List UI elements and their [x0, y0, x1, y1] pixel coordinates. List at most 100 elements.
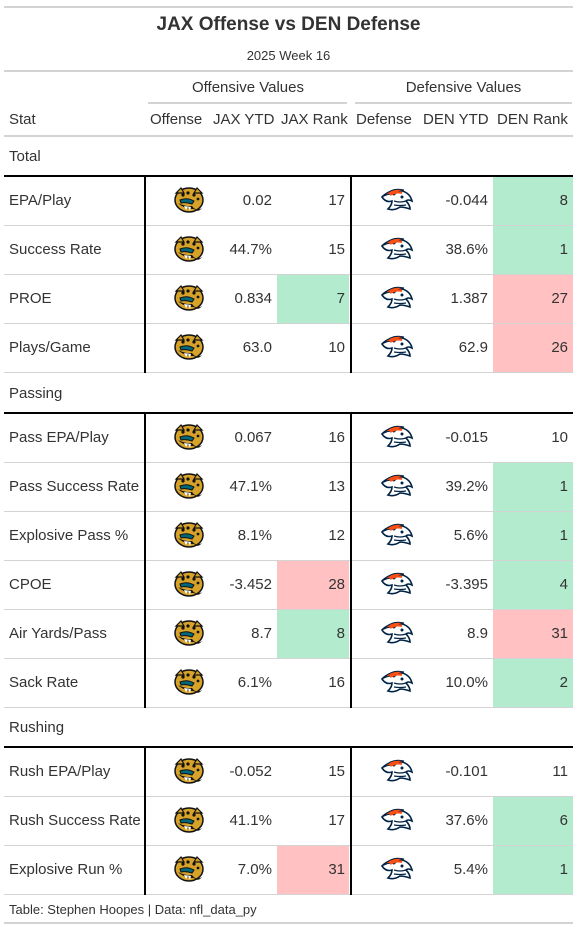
table-footer: Table: Stephen Hoopes | Data: nfl_data_p…: [9, 902, 257, 917]
offense-divider: [144, 746, 146, 895]
row-divider: [4, 274, 573, 275]
jax-ytd-value: 8.7: [251, 625, 272, 642]
den-ytd-value: 39.2%: [445, 478, 488, 495]
jax-ytd-value: 63.0: [242, 339, 272, 356]
jax-rank-highlight: [277, 846, 349, 894]
group-top-rule: [4, 175, 573, 177]
jaguars-logo-icon: [172, 756, 206, 788]
jaguars-logo-icon: [172, 805, 206, 837]
broncos-logo-icon: [380, 854, 414, 886]
offense-divider: [144, 412, 146, 708]
jax-rank-value: 12: [328, 527, 345, 544]
jax-rank-value: 10: [328, 339, 345, 356]
den-rank-highlight: [493, 561, 573, 609]
den-ytd-value: -0.015: [445, 429, 488, 446]
jax-rank-value: 7: [336, 290, 345, 307]
row-divider: [4, 707, 573, 708]
defense-divider: [350, 175, 352, 373]
stat-name: Pass Success Rate: [9, 478, 140, 495]
jax-rank-value: 17: [328, 812, 345, 829]
table-row: Air Yards/Pass 8.7 8 8.9 31: [4, 610, 573, 659]
table-row: Pass Success Rate 47.1% 13 39.2% 1: [4, 463, 573, 512]
stat-name: Explosive Pass %: [9, 527, 129, 544]
jaguars-logo-icon: [172, 667, 206, 699]
defensive-spanner-line: [355, 102, 572, 104]
den-ytd-value: -0.101: [445, 763, 488, 780]
table-row: Sack Rate 6.1% 16 10.0% 2: [4, 659, 573, 708]
jaguars-logo-icon: [172, 569, 206, 601]
group-label-passing: Passing: [9, 385, 63, 402]
jaguars-logo-icon: [172, 520, 206, 552]
offense-divider: [144, 175, 146, 373]
jax-rank-value: 15: [328, 763, 345, 780]
jax-rank-highlight: [277, 610, 349, 658]
den-ytd-value: 37.6%: [445, 812, 488, 829]
stat-name: Sack Rate: [9, 674, 79, 691]
jax-rank-value: 15: [328, 241, 345, 258]
col-head-offense: Offense: [150, 111, 203, 128]
den-rank-highlight: [493, 512, 573, 560]
col-head-rule: [4, 135, 573, 137]
top-rule: [4, 6, 573, 8]
den-rank-value: 8: [559, 192, 568, 209]
table-title: JAX Offense vs DEN Defense: [156, 14, 421, 35]
broncos-logo-icon: [380, 422, 414, 454]
den-rank-value: 1: [559, 241, 568, 258]
den-rank-highlight: [493, 177, 573, 225]
jaguars-logo-icon: [172, 283, 206, 315]
den-ytd-value: -0.044: [445, 192, 488, 209]
broncos-logo-icon: [380, 283, 414, 315]
jax-ytd-value: 0.02: [242, 192, 272, 209]
den-rank-value: 1: [559, 478, 568, 495]
den-ytd-value: 5.6%: [453, 527, 488, 544]
jax-ytd-value: 41.1%: [229, 812, 272, 829]
den-rank-value: 1: [559, 527, 568, 544]
broncos-logo-icon: [380, 805, 414, 837]
den-ytd-value: 38.6%: [445, 241, 488, 258]
den-rank-highlight: [493, 846, 573, 894]
den-rank-highlight: [493, 275, 573, 323]
jax-ytd-value: -3.452: [229, 576, 272, 593]
col-head-jax-ytd: JAX YTD: [213, 111, 275, 128]
broncos-logo-icon: [380, 618, 414, 650]
jaguars-logo-icon: [172, 618, 206, 650]
broncos-logo-icon: [380, 332, 414, 364]
jax-rank-value: 8: [336, 625, 345, 642]
row-divider: [4, 372, 573, 373]
table-row: PROE 0.834 7 1.387 27: [4, 275, 573, 324]
den-rank-value: 31: [551, 625, 568, 642]
den-rank-highlight: [493, 610, 573, 658]
jax-rank-value: 13: [328, 478, 345, 495]
jax-rank-highlight: [277, 275, 349, 323]
den-ytd-value: -3.395: [445, 576, 488, 593]
den-rank-value: 10: [551, 429, 568, 446]
jax-ytd-value: -0.052: [229, 763, 272, 780]
group-top-rule: [4, 412, 573, 414]
row-divider: [4, 845, 573, 846]
broncos-logo-icon: [380, 520, 414, 552]
den-rank-value: 2: [559, 674, 568, 691]
table-subtitle: 2025 Week 16: [246, 48, 331, 63]
group-label-total: Total: [9, 148, 41, 165]
jax-rank-value: 16: [328, 674, 345, 691]
jax-ytd-value: 8.1%: [237, 527, 272, 544]
stat-name: Pass EPA/Play: [9, 429, 109, 446]
group-top-rule: [4, 746, 573, 748]
bottom-rule: [4, 922, 573, 924]
den-rank-value: 4: [559, 576, 568, 593]
defense-divider: [350, 412, 352, 708]
den-rank-value: 1: [559, 861, 568, 878]
broncos-logo-icon: [380, 471, 414, 503]
stat-name: CPOE: [9, 576, 52, 593]
broncos-logo-icon: [380, 234, 414, 266]
col-head-den-rank: DEN Rank: [497, 111, 568, 128]
row-divider: [4, 560, 573, 561]
table-row: CPOE -3.452 28 -3.395 4: [4, 561, 573, 610]
den-ytd-value: 10.0%: [445, 674, 488, 691]
jaguars-logo-icon: [172, 854, 206, 886]
broncos-logo-icon: [380, 756, 414, 788]
stat-name: Rush EPA/Play: [9, 763, 111, 780]
group-label-rushing: Rushing: [9, 719, 65, 736]
defense-divider: [350, 746, 352, 895]
row-divider: [4, 462, 573, 463]
